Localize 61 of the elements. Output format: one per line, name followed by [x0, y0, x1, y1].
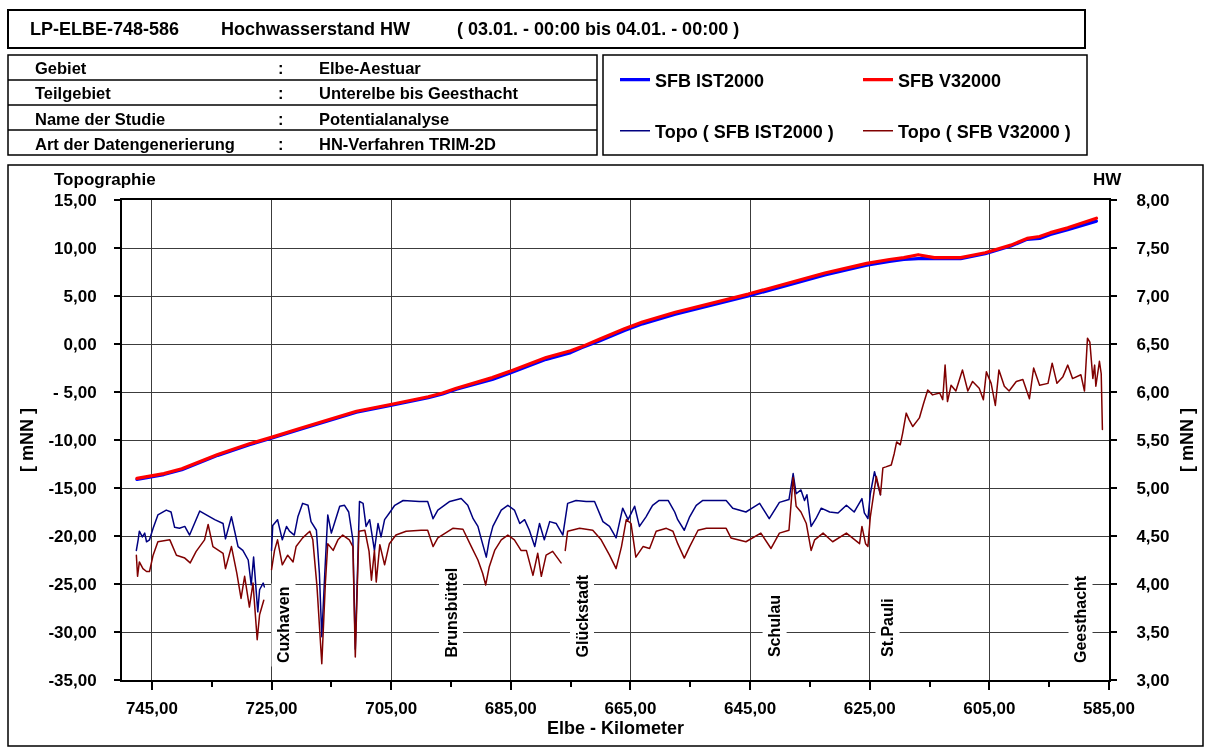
x-tick-label: 705,00: [365, 699, 418, 719]
y-axis-title: [ mNN ]: [17, 408, 38, 472]
x-tick-label: 625,00: [843, 699, 896, 719]
legend-label: Topo ( SFB V32000 ): [898, 121, 1071, 142]
y2-tick-label: 6,00: [1136, 382, 1170, 402]
chart-subtitle: ( 03.01. - 00:00 bis 04.01. - 00:00 ): [457, 19, 740, 39]
text: :: [278, 110, 284, 128]
legend-label: SFB V32000: [898, 70, 1002, 91]
y2-tick-label: 3,00: [1136, 670, 1170, 690]
annotation: Glückstadt: [573, 574, 591, 658]
y-tick-label: -20,00: [48, 526, 97, 546]
x-tick-label: 725,00: [245, 699, 298, 719]
x-axis-title: Elbe - Kilometer: [546, 718, 685, 739]
y2-tick-label: 4,00: [1136, 574, 1170, 594]
y2-tick-label: 5,00: [1136, 478, 1170, 498]
y-tick-label: - 5,00: [53, 382, 97, 402]
y-tick-label: -35,00: [48, 670, 97, 690]
y-tick-label: 5,00: [63, 286, 97, 306]
y-tick-label: -15,00: [48, 478, 97, 498]
y2-tick-label: 5,50: [1136, 430, 1170, 450]
annotation: St.Pauli: [879, 598, 896, 657]
x-tick-label: 745,00: [125, 699, 178, 719]
annotation: Brunsbüttel: [442, 567, 460, 658]
annotation: Geesthacht: [1072, 575, 1089, 663]
text: HN-Verfahren TRIM-2D: [319, 135, 497, 153]
y2-tick-label: 7,50: [1136, 238, 1170, 258]
text: HW: [1093, 170, 1123, 189]
y2-tick-label: 3,50: [1136, 622, 1170, 642]
y-tick-label: 0,00: [63, 334, 97, 354]
y-tick-label: -25,00: [48, 574, 97, 594]
y2-tick-label: 6,50: [1136, 334, 1170, 354]
x-tick-label: 585,00: [1083, 699, 1135, 719]
y2-tick-label: 8,00: [1136, 190, 1170, 210]
y-tick-label: -10,00: [48, 430, 97, 450]
legend-label: Topo ( SFB IST2000 ): [655, 121, 834, 142]
text: Unterelbe bis Geesthacht: [319, 84, 519, 102]
x-tick-label: 665,00: [604, 699, 657, 719]
text: Art der Datengenerierung: [35, 135, 235, 153]
text: Teilgebiet: [35, 84, 112, 102]
y-tick-label: 10,00: [54, 238, 97, 258]
x-tick-label: 685,00: [484, 699, 537, 719]
y2-axis-title: [ mNN ]: [1177, 408, 1198, 472]
x-tick-label: 645,00: [724, 699, 777, 719]
text: :: [278, 59, 284, 77]
text: Name der Studie: [35, 110, 166, 128]
text: :: [278, 135, 284, 153]
chart-title: Hochwasserstand HW: [221, 18, 411, 39]
x-tick-label: 605,00: [963, 699, 1016, 719]
text: Elbe-Aestuar: [319, 59, 422, 77]
y2-tick-label: 4,50: [1136, 526, 1170, 546]
text: Topographie: [54, 170, 156, 189]
legend-label: SFB IST2000: [655, 70, 765, 91]
y-tick-label: 15,00: [54, 190, 97, 210]
annotation: Schulau: [766, 594, 784, 658]
y2-tick-label: 7,00: [1136, 286, 1170, 306]
text: Gebiet: [35, 59, 87, 77]
annotation: Cuxhaven: [275, 586, 292, 663]
text: LP-ELBE-748-586: [30, 19, 180, 39]
text: :: [278, 84, 284, 102]
text: Potentialanalyse: [319, 110, 450, 128]
y-tick-label: -30,00: [48, 622, 97, 642]
